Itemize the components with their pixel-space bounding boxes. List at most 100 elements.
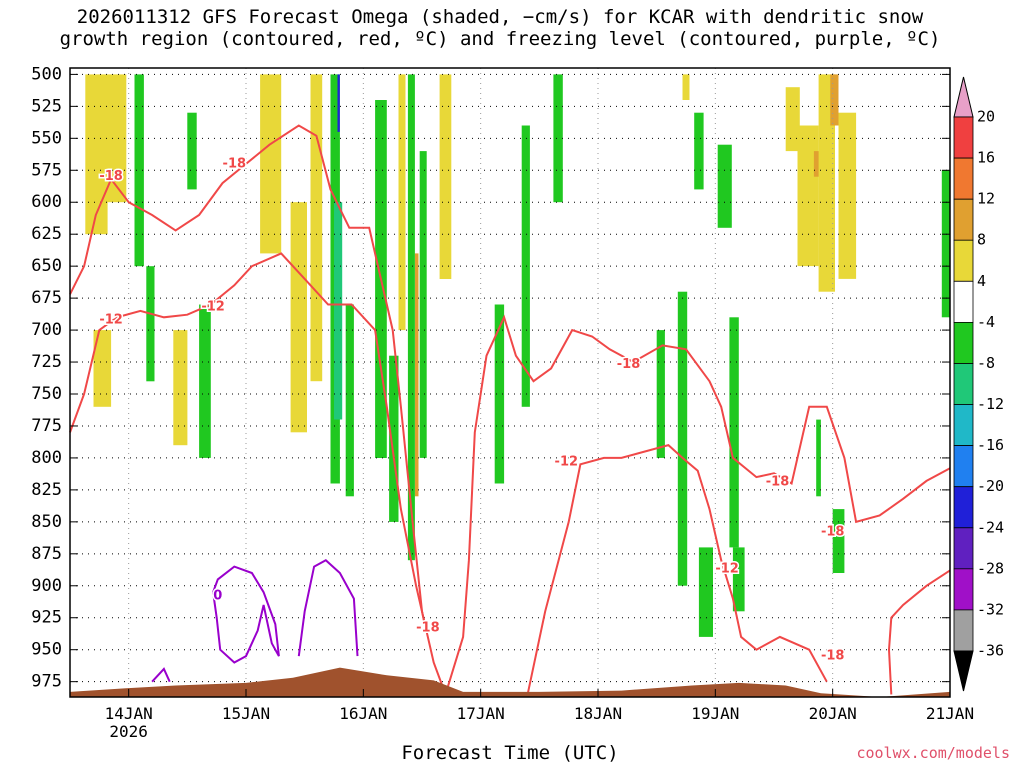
omega-band — [419, 151, 427, 458]
colorbar-extend-top — [953, 76, 974, 118]
contour-minus18-a — [69, 124, 427, 629]
y-tick-label: 525 — [31, 96, 62, 116]
plot-frame — [69, 67, 951, 698]
contour-labels: -18 -18 -12 -12 -18 -12 -18 -12 -18 -18 -18 0 — [98, 155, 846, 665]
colorbar-extend-bottom — [953, 650, 974, 692]
colorbar-segment — [953, 239, 974, 282]
omega-band — [93, 330, 112, 407]
omega-band — [187, 112, 197, 190]
contour-label: -18 — [223, 156, 247, 171]
title-line-1: 2026011312 GFS Forecast Omega (shaded, −… — [76, 6, 924, 28]
contour-minus18-b — [444, 314, 951, 695]
freezing-level-b — [212, 565, 280, 664]
x-axis-label: Forecast Time (UTC) — [401, 742, 619, 764]
y-tick-label: 850 — [31, 512, 62, 532]
y-tick-label: 625 — [31, 224, 62, 244]
x-tick-label: 14JAN — [105, 704, 153, 723]
colorbar-segment — [953, 609, 974, 652]
y-tick-label: 700 — [31, 320, 62, 340]
omega-band — [656, 330, 665, 458]
colorbar-segment — [953, 116, 974, 159]
omega-band — [337, 74, 340, 132]
omega-band — [334, 202, 343, 420]
colorbar-segment — [953, 363, 974, 405]
colorbar-tick-label: -24 — [977, 518, 1004, 536]
y-tick-label: 650 — [31, 256, 62, 276]
colorbar-tick-label: -20 — [977, 477, 1004, 495]
omega-band — [415, 253, 419, 497]
y-tick-label: 600 — [31, 192, 62, 212]
chart-title: 2026011312 GFS Forecast Omega (shaded, −… — [0, 6, 1000, 50]
terrain-fill — [70, 667, 950, 697]
omega-band — [832, 509, 845, 573]
y-tick-label: 775 — [31, 416, 62, 436]
omega-band — [407, 74, 415, 561]
omega-band — [389, 355, 399, 522]
contour-label: -12 — [555, 454, 579, 469]
omega-band — [85, 74, 108, 235]
colorbar-tick-label: -12 — [977, 395, 1004, 413]
x-tick-label: 15JAN — [222, 704, 270, 723]
contour-label: -18 — [617, 357, 641, 372]
x-tick-label: 16JAN — [339, 704, 387, 723]
omega-band — [173, 330, 188, 446]
contour-lines — [69, 124, 951, 695]
colorbar-tick-label: -8 — [977, 354, 995, 372]
colorbar-tick-label: -32 — [977, 600, 1004, 618]
y-tick-label: 675 — [31, 288, 62, 308]
y-tick-label: 875 — [31, 544, 62, 564]
y-tick-label: 550 — [31, 128, 62, 148]
colorbar-tick-label: -36 — [977, 642, 1004, 660]
freezing-level-c — [297, 558, 359, 657]
colorbar: 20 16 12 8 4 -4 -8 -12 -16 -20 -24 -28 -32 -36 — [953, 76, 1004, 692]
colorbar-tick-label: 16 — [977, 149, 995, 167]
y-tick-label: 975 — [31, 672, 62, 692]
contour-label: -18 — [821, 649, 845, 664]
x-tick-label: 20JAN — [809, 704, 857, 723]
contour-label: -18 — [766, 475, 790, 490]
colorbar-tick-label: -16 — [977, 436, 1004, 454]
contour-label: -18 — [416, 621, 440, 636]
source-credit: coolwx.com/models — [856, 744, 1010, 762]
colorbar-segment — [953, 280, 974, 323]
omega-band — [732, 547, 745, 612]
colorbar-segment — [953, 486, 974, 529]
x-tick-label: 19JAN — [691, 704, 739, 723]
contour-minus18-c — [887, 569, 951, 695]
y-tick-label: 950 — [31, 640, 62, 660]
omega-band — [785, 87, 800, 152]
omega-band — [838, 112, 857, 279]
omega-band — [717, 144, 732, 228]
y-tick-label: 925 — [31, 608, 62, 628]
colorbar-tick-label: -28 — [977, 559, 1004, 577]
colorbar-segment — [953, 198, 974, 241]
omega-band — [521, 125, 530, 407]
contour-label: -18 — [99, 169, 123, 184]
y-tick-label: 750 — [31, 384, 62, 404]
contour-label: 0 — [213, 589, 222, 604]
x-tick-label: 17JAN — [457, 704, 505, 723]
omega-band — [310, 74, 323, 382]
omega-band — [818, 74, 835, 292]
contour-label: -12 — [99, 312, 123, 327]
plot-axes: 500 525 550 575 600 625 650 675 700 725 750 775 800 8… — [31, 64, 974, 741]
omega-band — [398, 74, 406, 331]
omega-band — [813, 151, 821, 177]
x-tick-sublabel: 2026 — [109, 722, 148, 741]
omega-band — [260, 74, 282, 254]
omega-band — [677, 291, 688, 586]
y-tick-label: 725 — [31, 352, 62, 372]
omega-shading — [85, 74, 950, 637]
omega-band — [698, 547, 713, 637]
y-tick-label: 900 — [31, 576, 62, 596]
omega-band — [146, 266, 155, 382]
y-tick-label: 575 — [31, 160, 62, 180]
contour-minus12-a — [69, 252, 447, 695]
omega-band — [199, 304, 211, 458]
omega-band — [816, 419, 821, 497]
colorbar-tick-label: 20 — [977, 108, 995, 126]
omega-band — [830, 74, 839, 126]
omega-band — [682, 74, 690, 100]
colorbar-segment — [953, 527, 974, 570]
